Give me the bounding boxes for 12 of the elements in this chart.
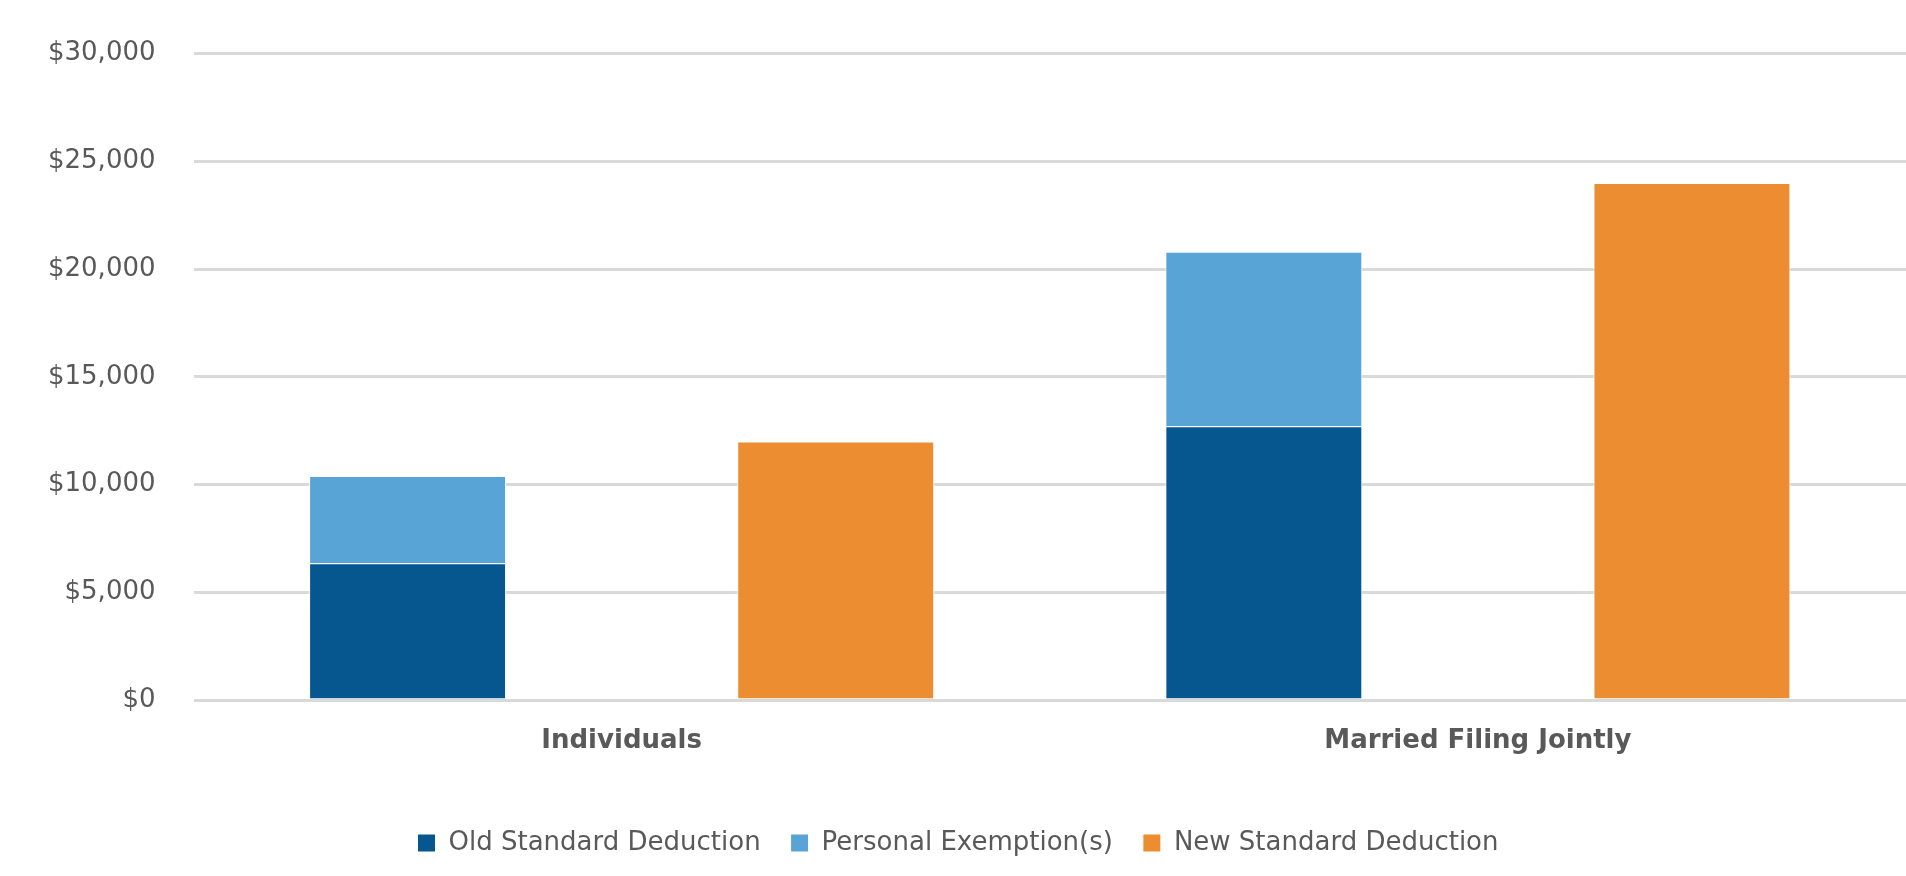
y-tick-label: $20,000 [47,251,156,282]
y-tick-label: $5,000 [64,575,156,606]
y-tick-label: $15,000 [47,359,156,390]
legend-label: Personal Exemption(s) [821,825,1113,856]
y-tick-label: $25,000 [47,144,156,175]
y-tick-label: $30,000 [47,36,156,67]
x-tick-label: Individuals [541,723,702,754]
y-tick-label: $10,000 [47,467,156,498]
legend-label: New Standard Deduction [1173,825,1499,856]
y-tick-label: $0 [122,682,156,713]
legend-label: Old Standard Deduction [448,825,761,856]
x-tick-label: Married Filing Jointly [1324,723,1632,754]
